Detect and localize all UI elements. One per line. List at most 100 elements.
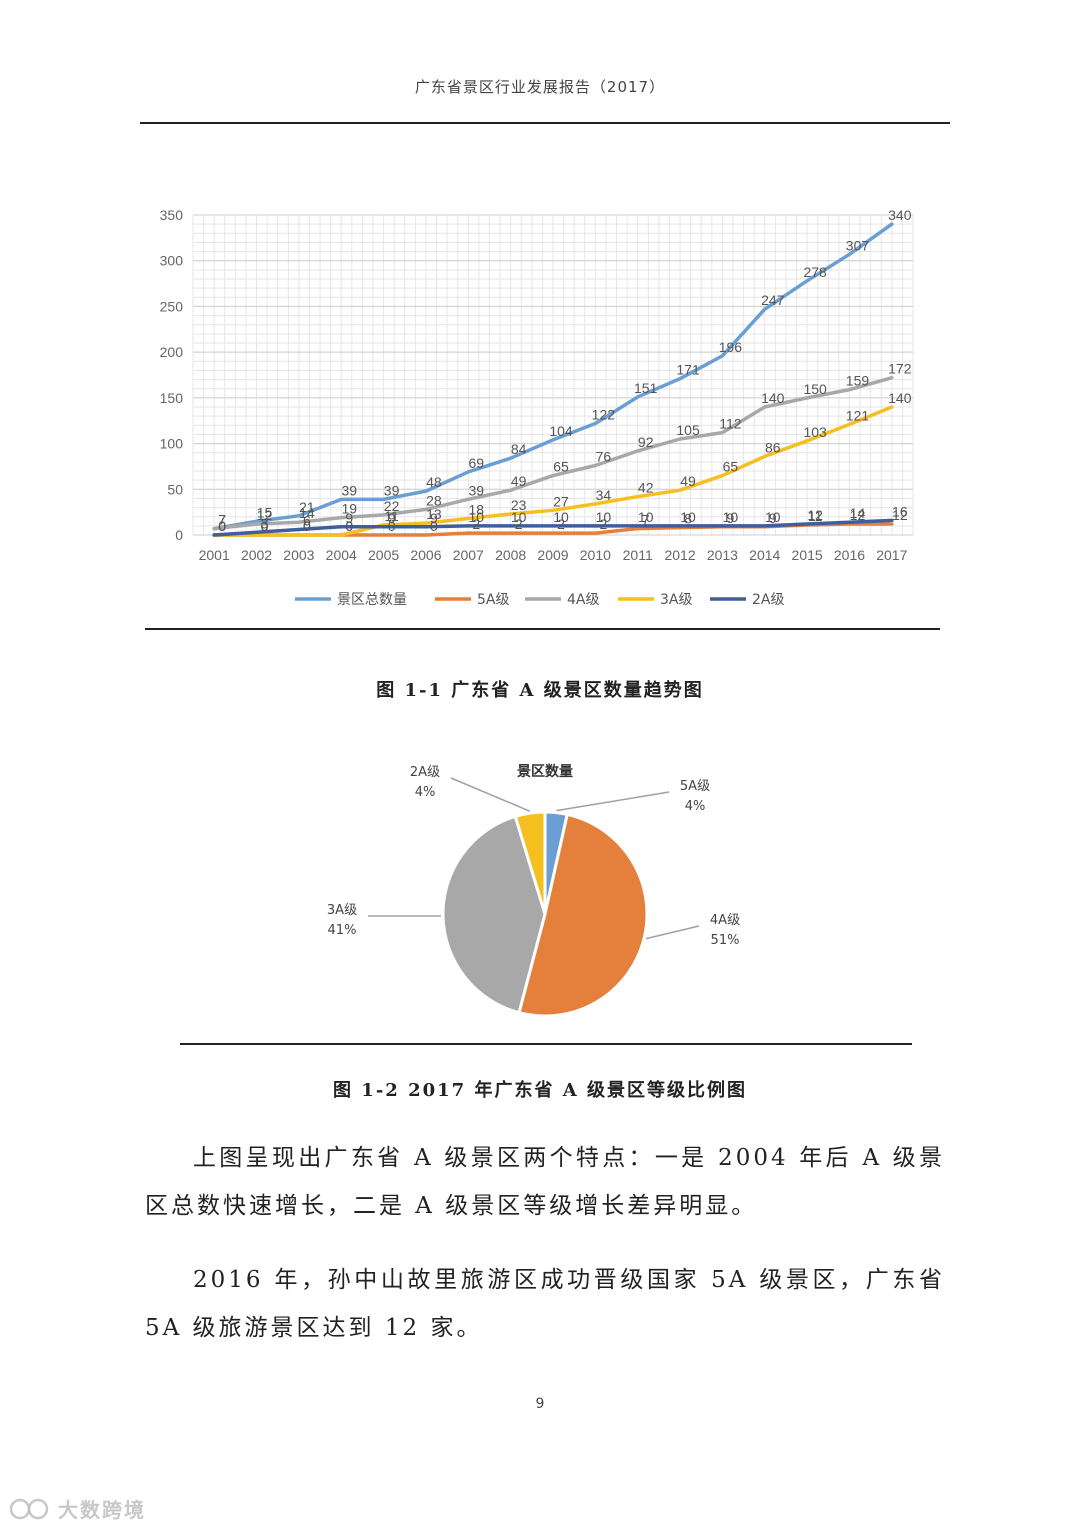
- x-tick-label: 2013: [707, 547, 738, 563]
- data-label: 10: [765, 509, 781, 525]
- legend-label: 5A级: [477, 592, 509, 608]
- data-label: 10: [723, 509, 739, 525]
- data-label: 112: [719, 416, 742, 432]
- data-label: 39: [469, 482, 485, 498]
- data-label: 151: [634, 380, 658, 396]
- y-tick-label: 150: [160, 390, 184, 406]
- data-label: 0: [218, 518, 226, 534]
- data-label: 22: [384, 498, 400, 514]
- y-tick-label: 200: [160, 344, 184, 360]
- data-label: 122: [592, 406, 616, 422]
- data-label: 65: [723, 459, 739, 475]
- x-tick-label: 2008: [495, 547, 526, 563]
- paragraph-2: 2016 年，孙中山故里旅游区成功晋级国家 5A 级景区，广东省 5A 级旅游景…: [145, 1267, 945, 1341]
- data-label: 27: [553, 493, 569, 509]
- data-label: 9: [727, 510, 735, 526]
- slice-percent: 51%: [711, 933, 740, 948]
- slice-percent: 4%: [685, 799, 706, 814]
- data-label: 140: [888, 390, 912, 406]
- data-label: 11: [808, 508, 823, 524]
- data-label: 39: [384, 482, 400, 498]
- figure-2-caption: 图 1-2 2017 年广东省 A 级景区等级比例图: [333, 1080, 747, 1101]
- data-label: 2: [557, 516, 565, 532]
- slice-percent: 4%: [415, 785, 436, 800]
- page-number: 9: [535, 1396, 545, 1412]
- data-label: 76: [596, 449, 612, 465]
- x-tick-label: 2011: [623, 547, 653, 563]
- pie-title: 景区数量: [517, 763, 573, 780]
- data-label: 171: [676, 362, 700, 378]
- series-line: [212, 405, 894, 537]
- data-label: 12: [850, 507, 866, 523]
- data-label: 19: [341, 501, 357, 517]
- data-label: 42: [638, 480, 654, 496]
- x-tick-label: 2007: [453, 547, 484, 563]
- data-label: 8: [684, 511, 692, 527]
- data-label: 340: [888, 207, 912, 223]
- data-label: 10: [680, 509, 696, 525]
- legend-label: 2A级: [752, 592, 784, 608]
- data-label: 159: [846, 373, 870, 389]
- x-tick-label: 2006: [410, 547, 441, 563]
- data-label: 14: [299, 505, 315, 521]
- paragraph-1: 上图呈现出广东省 A 级景区两个特点：一是 2004 年后 A 级景区总数快速增…: [145, 1145, 945, 1219]
- data-label: 21: [299, 499, 315, 515]
- data-label: 0: [218, 518, 226, 534]
- data-label: 0: [345, 518, 353, 534]
- data-label: 48: [426, 474, 442, 490]
- slice-label: 2A级: [410, 765, 440, 780]
- data-label: 7: [218, 512, 226, 528]
- data-label: 2: [599, 516, 607, 532]
- data-label: 92: [638, 434, 654, 450]
- header-divider: [140, 122, 950, 124]
- data-label: 103: [803, 424, 827, 440]
- data-label: 7: [642, 512, 650, 528]
- slice-label: 3A级: [327, 903, 357, 918]
- watermark: 大数跨境: [8, 1494, 146, 1523]
- data-label: 0: [303, 518, 311, 534]
- data-label: 307: [846, 237, 870, 253]
- x-tick-label: 2014: [749, 547, 780, 563]
- data-label: 0: [261, 518, 269, 534]
- chart-divider: [145, 628, 940, 630]
- pie-divider: [180, 1043, 912, 1045]
- y-tick-label: 300: [160, 253, 184, 269]
- data-label: 2: [472, 516, 480, 532]
- data-label: 9: [345, 510, 353, 526]
- data-label: 12: [807, 507, 823, 523]
- data-label: 196: [719, 339, 743, 355]
- leader-line: [450, 777, 530, 812]
- data-label: 9: [769, 510, 777, 526]
- data-label: 105: [676, 422, 700, 438]
- pie-slice: [517, 812, 649, 1018]
- data-label: 0: [345, 518, 353, 534]
- data-label: 34: [596, 487, 612, 503]
- data-label: 14: [850, 505, 866, 521]
- x-tick-label: 2017: [876, 547, 907, 563]
- data-label: 6: [303, 513, 311, 529]
- data-label: 9: [430, 510, 438, 526]
- slice-percent: 41%: [328, 923, 357, 938]
- data-label: 23: [511, 497, 527, 513]
- pie-slice: [441, 814, 547, 1015]
- data-label: 65: [553, 459, 569, 475]
- data-label: 172: [888, 361, 912, 377]
- data-label: 0: [303, 518, 311, 534]
- slice-label: 5A级: [680, 779, 710, 794]
- data-label: 9: [388, 510, 396, 526]
- x-tick-label: 2005: [368, 547, 399, 563]
- pie-chart: 景区数量 5A级 4% 4A级 51% 3A级 41% 2A级 4%: [327, 763, 740, 1018]
- data-label: 278: [803, 264, 827, 280]
- x-tick-label: 2001: [199, 547, 230, 563]
- data-label: 247: [761, 292, 785, 308]
- data-label: 0: [218, 518, 226, 534]
- x-tick-label: 2015: [792, 547, 823, 563]
- data-label: 7: [218, 512, 226, 528]
- data-label: 121: [846, 407, 870, 423]
- data-label: 39: [341, 482, 357, 498]
- legend-label: 3A级: [660, 592, 692, 608]
- data-label: 28: [426, 492, 442, 508]
- slice-label: 4A级: [710, 913, 740, 928]
- series-line: [212, 222, 894, 531]
